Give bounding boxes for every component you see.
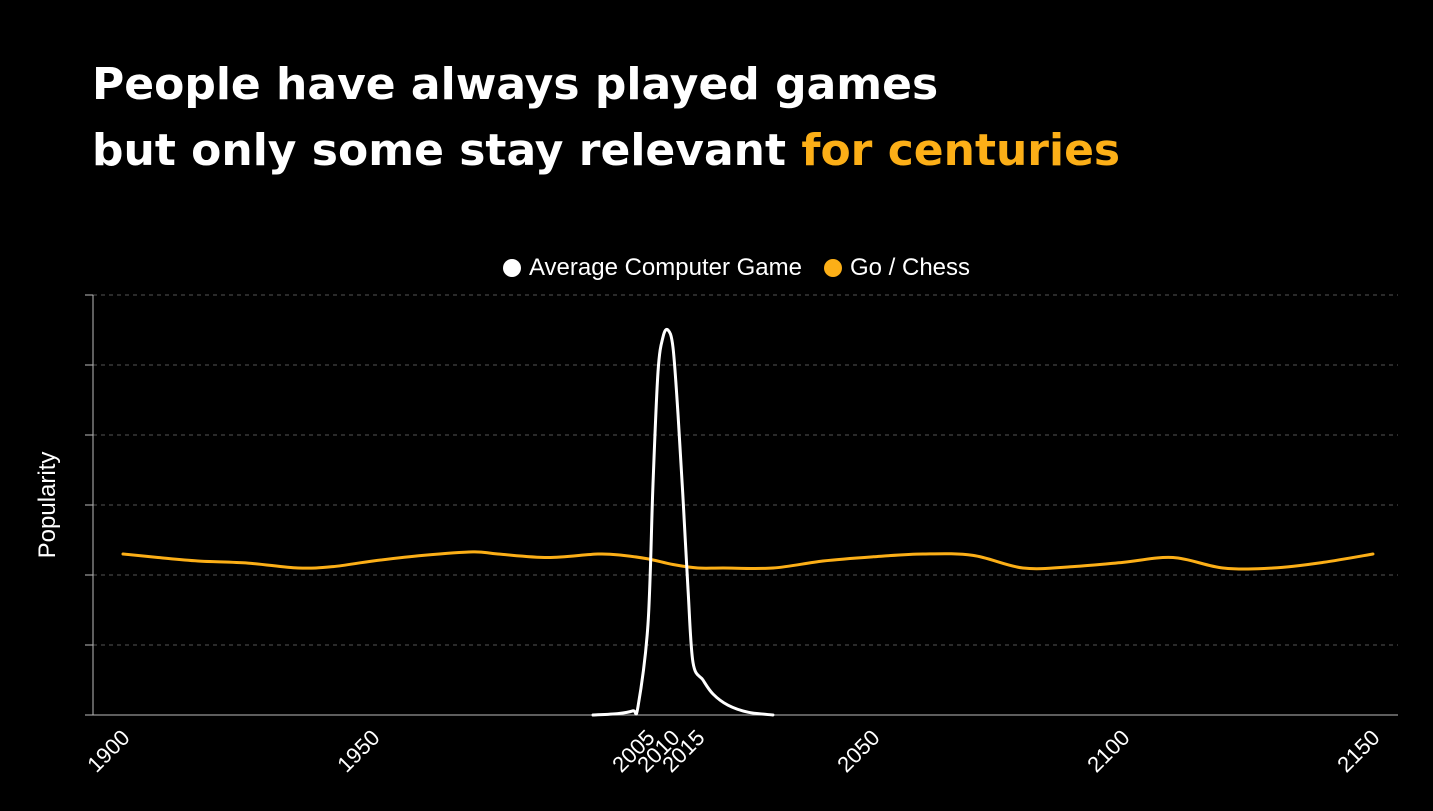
x-tick-label-2150: 2150 [1332,725,1384,777]
legend-item-computer-game[interactable]: Average Computer Game [502,254,802,282]
series-line-average-computer-game [591,327,775,717]
x-tick-label-2100: 2100 [1082,725,1134,777]
chart-legend: Average Computer Game Go / Chess [0,254,1433,282]
legend-label-computer-game: Average Computer Game [528,254,802,281]
title-line-2: but only some stay relevant for centurie… [92,118,1120,184]
axis-layer [85,294,1398,716]
legend-item-go-chess[interactable]: Go / Chess [823,254,971,282]
grid-layer [93,294,1398,646]
series-line-go-chess [121,550,1375,571]
title-highlight: for centuries [801,125,1121,176]
title-line-2-prefix: but only some stay relevant [92,125,802,176]
x-tick-label-2050: 2050 [832,725,884,777]
y-axis-label: Popularity [34,452,61,559]
legend-label-go-chess: Go / Chess [849,254,971,281]
title-line-1: People have always played games [92,59,939,110]
x-tick-label-1900: 1900 [82,725,134,777]
series-layer [121,327,1375,717]
page-title: People have always played games but only… [92,52,1120,184]
legend-dot-computer-game [502,259,521,277]
x-tick-label-1950: 1950 [332,725,384,777]
legend-dot-go-chess [823,259,842,277]
